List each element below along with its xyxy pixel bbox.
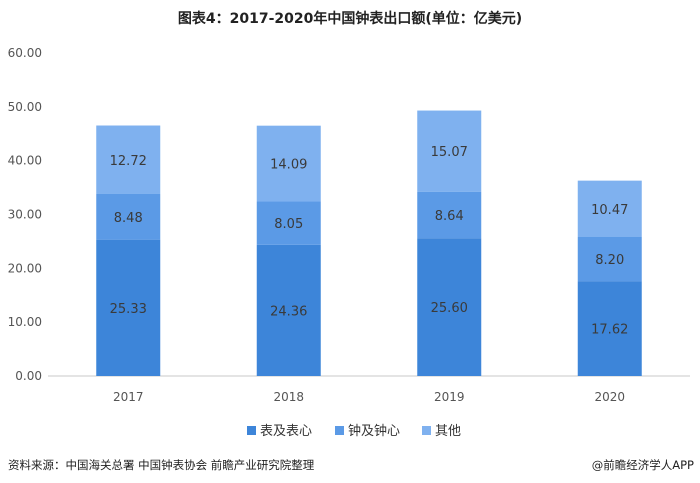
bar-segment <box>417 191 482 239</box>
y-tick-label: 60.00 <box>8 46 42 60</box>
x-tick-label: 2018 <box>273 390 304 404</box>
legend-swatch <box>335 426 344 435</box>
x-tick-label: 2019 <box>434 390 465 404</box>
legend-label: 钟及钟心 <box>348 423 400 439</box>
x-tick-label: 2020 <box>594 390 625 404</box>
bar-segment <box>417 110 482 192</box>
legend-swatch <box>247 426 256 435</box>
brand-watermark: @前瞻经济学人APP <box>591 458 694 472</box>
bar-segment <box>256 125 321 202</box>
x-tick-label: 2017 <box>113 390 144 404</box>
bar-segment <box>577 281 642 376</box>
bar-value-label: 25.60 <box>431 301 468 316</box>
bar-segment <box>96 239 161 376</box>
y-tick-label: 10.00 <box>8 315 42 329</box>
bar-value-label: 14.09 <box>270 158 307 173</box>
bar-value-label: 8.05 <box>274 217 303 232</box>
y-tick-label: 50.00 <box>8 100 42 114</box>
x-axis: 2017 2018 2019 2020 <box>48 375 690 404</box>
bar-segment <box>417 238 482 376</box>
y-axis: 0.00 10.00 20.00 30.00 40.00 50.00 60.00 <box>8 46 42 383</box>
bar-value-label: 8.48 <box>114 211 143 226</box>
bars: 25.33 8.48 12.72 24.36 8.05 14.09 25.60 8.64 15.… <box>96 110 642 376</box>
bar-value-label: 12.72 <box>110 154 147 169</box>
bar-segment <box>577 180 642 238</box>
bar-value-label: 10.47 <box>591 203 628 218</box>
y-tick-label: 30.00 <box>8 208 42 222</box>
bar-segment <box>577 237 642 282</box>
source-note: 资料来源：中国海关总署 中国钟表协会 前瞻产业研究院整理 <box>8 458 315 472</box>
legend: 表及表心 钟及钟心 其他 <box>247 423 461 439</box>
bar-value-label: 8.64 <box>435 209 464 224</box>
bar-value-label: 17.62 <box>591 323 628 338</box>
bar-value-label: 8.20 <box>595 253 624 268</box>
bar-value-label: 15.07 <box>431 145 468 160</box>
legend-swatch <box>422 426 431 435</box>
bar-value-label: 25.33 <box>110 302 147 317</box>
bar-segment <box>96 193 161 240</box>
legend-label: 表及表心 <box>260 424 312 439</box>
chart-title: 图表4：2017-2020年中国钟表出口额(单位：亿美元) <box>177 11 523 27</box>
legend-label: 其他 <box>435 424 461 439</box>
bar-value-label: 24.36 <box>270 304 307 319</box>
bar-segment <box>96 125 161 194</box>
y-tick-label: 0.00 <box>15 369 42 383</box>
bar-segment <box>256 201 321 245</box>
y-tick-label: 40.00 <box>8 154 42 168</box>
y-tick-label: 20.00 <box>8 261 42 275</box>
bar-segment <box>256 244 321 376</box>
